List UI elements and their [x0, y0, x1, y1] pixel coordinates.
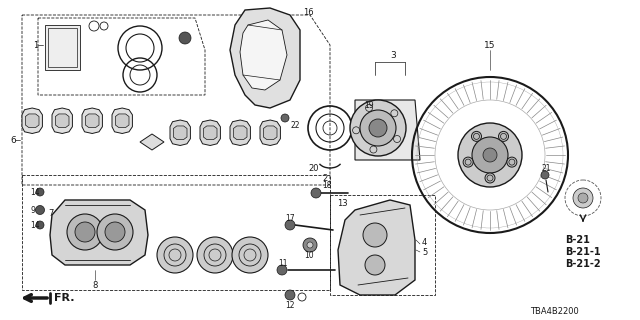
Text: 4: 4: [422, 237, 428, 246]
Circle shape: [75, 222, 95, 242]
Circle shape: [472, 132, 481, 141]
Polygon shape: [112, 108, 132, 133]
Text: 20: 20: [308, 164, 319, 172]
Text: 17: 17: [285, 213, 294, 222]
Polygon shape: [52, 108, 72, 133]
Circle shape: [281, 114, 289, 122]
Circle shape: [573, 188, 593, 208]
Text: 5: 5: [422, 247, 428, 257]
Text: TBA4B2200: TBA4B2200: [530, 308, 579, 316]
Text: 3: 3: [390, 51, 396, 60]
Polygon shape: [22, 108, 42, 133]
Circle shape: [36, 188, 44, 196]
Circle shape: [365, 255, 385, 275]
Circle shape: [197, 237, 233, 273]
Text: 12: 12: [285, 300, 294, 309]
Text: 21: 21: [542, 164, 552, 172]
Polygon shape: [170, 120, 191, 146]
Text: 18: 18: [322, 180, 332, 189]
Polygon shape: [26, 114, 39, 128]
Circle shape: [350, 100, 406, 156]
Circle shape: [485, 173, 495, 183]
Polygon shape: [264, 126, 277, 140]
Polygon shape: [234, 126, 247, 140]
Polygon shape: [355, 100, 420, 160]
Polygon shape: [200, 120, 220, 146]
Circle shape: [277, 265, 287, 275]
Text: B-21: B-21: [565, 235, 590, 245]
Text: 1: 1: [33, 41, 38, 50]
Circle shape: [369, 119, 387, 137]
Circle shape: [358, 108, 366, 116]
Circle shape: [360, 110, 396, 146]
Text: 13: 13: [337, 198, 348, 207]
Circle shape: [499, 132, 509, 141]
Polygon shape: [230, 120, 250, 146]
Polygon shape: [338, 200, 415, 295]
Circle shape: [232, 237, 268, 273]
Text: 7: 7: [48, 209, 53, 218]
Circle shape: [157, 237, 193, 273]
Text: 11: 11: [278, 259, 287, 268]
Circle shape: [97, 214, 133, 250]
Text: B-21-2: B-21-2: [565, 259, 600, 269]
Polygon shape: [240, 20, 287, 90]
Text: 15: 15: [484, 41, 496, 50]
Polygon shape: [115, 114, 129, 128]
Circle shape: [311, 188, 321, 198]
Text: 9: 9: [30, 205, 35, 214]
Text: 6: 6: [10, 135, 16, 145]
Text: 2: 2: [322, 173, 327, 182]
Circle shape: [307, 242, 313, 248]
Circle shape: [541, 171, 549, 179]
Circle shape: [285, 220, 295, 230]
Polygon shape: [56, 114, 69, 128]
Polygon shape: [82, 108, 102, 133]
Text: 8: 8: [92, 281, 98, 290]
Circle shape: [483, 148, 497, 162]
Text: FR.: FR.: [54, 293, 74, 303]
Circle shape: [303, 238, 317, 252]
Text: 14: 14: [30, 220, 40, 229]
Circle shape: [363, 223, 387, 247]
Circle shape: [285, 290, 295, 300]
Circle shape: [36, 221, 44, 229]
Polygon shape: [50, 200, 148, 265]
Polygon shape: [260, 120, 280, 146]
Polygon shape: [45, 25, 80, 70]
Circle shape: [507, 157, 517, 167]
Polygon shape: [140, 134, 164, 150]
Text: 10: 10: [304, 251, 314, 260]
Circle shape: [472, 137, 508, 173]
Text: 19: 19: [364, 100, 374, 109]
Circle shape: [35, 205, 45, 214]
Polygon shape: [85, 114, 99, 128]
Circle shape: [463, 157, 473, 167]
Polygon shape: [204, 126, 217, 140]
Text: 22: 22: [290, 121, 300, 130]
Polygon shape: [230, 8, 300, 108]
Text: B-21-1: B-21-1: [565, 247, 600, 257]
Circle shape: [578, 193, 588, 203]
Circle shape: [105, 222, 125, 242]
Circle shape: [458, 123, 522, 187]
Circle shape: [179, 32, 191, 44]
Polygon shape: [173, 126, 187, 140]
Text: 16: 16: [303, 7, 314, 17]
Circle shape: [67, 214, 103, 250]
Text: 14: 14: [30, 188, 40, 196]
